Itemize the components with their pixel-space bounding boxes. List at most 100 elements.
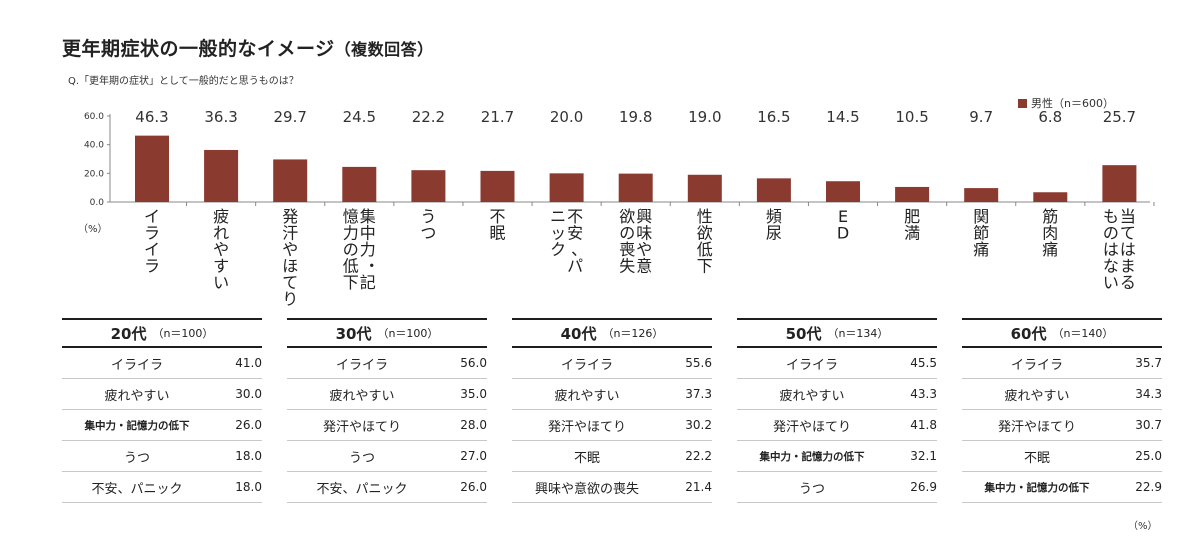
svg-text:力: 力: [360, 240, 376, 259]
table-header: 30代 （n＝100）: [287, 318, 487, 348]
symptom-label: 疲れやすい: [104, 388, 170, 404]
symptom-label: うつ: [798, 481, 825, 497]
svg-text:筋: 筋: [1042, 207, 1058, 226]
age-group-label: 40代: [560, 324, 597, 343]
bar: [964, 188, 999, 202]
table-header: 20代 （n＝100）: [62, 318, 262, 348]
value-label: 22.2: [412, 108, 445, 126]
percent-value: 41.8: [910, 418, 937, 432]
symptom-label: 集中力・記憶力の低下: [759, 450, 865, 463]
svg-text:の: の: [1103, 224, 1119, 243]
symptom-label: 発汗やほてり: [322, 419, 401, 435]
value-label: 9.7: [969, 108, 993, 126]
percent-value: 25.0: [1135, 449, 1162, 463]
symptom-label: うつ: [123, 450, 150, 466]
svg-text:E: E: [838, 207, 848, 226]
svg-text:不: 不: [489, 207, 505, 226]
percent-value: 45.5: [910, 356, 937, 370]
table-unit-label: （%）: [1128, 521, 1158, 532]
percent-value: 26.0: [460, 480, 487, 494]
table-row: 不眠 25.0: [962, 441, 1162, 472]
y-tick-label: 20.0: [84, 169, 104, 179]
svg-text:て: て: [1120, 224, 1136, 243]
svg-text:喪: 喪: [619, 240, 635, 259]
age-group-label: 50代: [785, 324, 822, 343]
symptom-label: 疲れやすい: [1004, 388, 1070, 404]
title-main: 更年期症状の一般的なイメージ: [62, 38, 335, 60]
percent-value: 41.0: [235, 356, 262, 370]
table-row: うつ 26.9: [737, 472, 937, 503]
percent-value: 30.0: [235, 387, 262, 401]
svg-text:不: 不: [567, 207, 583, 226]
table-row: 集中力・記憶力の低下 32.1: [737, 441, 937, 472]
age-table: 20代 （n＝100） イライラ 41.0 疲れやすい 30.0 集中力・記憶力の低下 26.…: [62, 318, 262, 503]
bar: [549, 173, 584, 202]
value-label: 46.3: [135, 108, 168, 126]
table-row: 集中力・記憶力の低下 26.0: [62, 410, 262, 441]
percent-value: 55.6: [685, 356, 712, 370]
svg-text:ラ: ラ: [144, 257, 160, 276]
title-note: （複数回答）: [334, 40, 434, 59]
table-header: 50代 （n＝134）: [737, 318, 937, 348]
bar: [342, 166, 377, 202]
table-row: うつ 18.0: [62, 441, 262, 472]
age-table: 50代 （n＝134） イライラ 45.5 疲れやすい 43.3 発汗やほてり 41.8 集中力…: [737, 318, 937, 503]
value-label: 21.7: [481, 108, 514, 126]
sample-size: （n＝100）: [377, 327, 439, 340]
value-label: 20.0: [550, 108, 583, 126]
percent-value: 26.0: [235, 418, 262, 432]
bar: [1102, 165, 1137, 202]
category-label: 発汗やほてり: [282, 207, 298, 309]
svg-text:や: や: [282, 240, 298, 259]
svg-text:欲: 欲: [619, 207, 635, 226]
svg-text:ラ: ラ: [144, 224, 160, 243]
symptom-label: イライラ: [785, 357, 838, 373]
value-label: 19.8: [619, 108, 652, 126]
age-group-label: 20代: [110, 324, 147, 343]
svg-text:欲: 欲: [697, 224, 713, 243]
percent-value: 56.0: [460, 356, 487, 370]
age-group-label: 60代: [1010, 324, 1047, 343]
percent-value: 18.0: [235, 480, 262, 494]
age-table: 40代 （n＝126） イライラ 55.6 疲れやすい 37.3 発汗やほてり 30.2 不眠 2…: [512, 318, 712, 503]
svg-text:関: 関: [973, 207, 989, 226]
svg-text:下: 下: [697, 257, 713, 276]
bar: [273, 159, 308, 202]
svg-text:パ: パ: [567, 257, 583, 276]
svg-text:、: 、: [571, 240, 587, 259]
svg-text:る: る: [1120, 273, 1136, 292]
table-row: イライラ 56.0: [287, 348, 487, 379]
value-label: 10.5: [895, 108, 928, 126]
symptom-label: イライラ: [560, 357, 613, 373]
svg-text:味: 味: [636, 224, 652, 243]
table-row: 発汗やほてり 41.8: [737, 410, 937, 441]
percent-value: 43.3: [910, 387, 937, 401]
sample-size: （n＝140）: [1052, 327, 1114, 340]
table-row: うつ 27.0: [287, 441, 487, 472]
value-label: 36.3: [204, 108, 237, 126]
percent-value: 28.0: [460, 418, 487, 432]
percent-value: 35.0: [460, 387, 487, 401]
svg-text:痛: 痛: [1042, 240, 1058, 259]
svg-text:肥: 肥: [904, 207, 920, 226]
legend-swatch: [1018, 98, 1027, 108]
category-label: うつ: [420, 207, 436, 243]
symptom-label: 不安、パニック: [91, 481, 183, 497]
table-row: イライラ 35.7: [962, 348, 1162, 379]
svg-text:安: 安: [567, 224, 583, 243]
symptom-label: イライラ: [110, 357, 163, 373]
symptom-label: 疲れやすい: [554, 388, 620, 404]
sample-size: （n＝126）: [602, 327, 664, 340]
table-row: 不眠 22.2: [512, 441, 712, 472]
y-tick-label: 40.0: [84, 141, 104, 151]
svg-text:記: 記: [360, 273, 376, 292]
question-text: Q.「更年期の症状」として一般的だと思うものは？: [68, 76, 299, 87]
category-label: 肥満: [904, 207, 920, 243]
table-row: 興味や意欲の喪失 21.4: [512, 472, 712, 503]
percent-value: 26.9: [910, 480, 937, 494]
bar: [618, 173, 653, 202]
category-label: 疲れやすい: [213, 207, 229, 292]
value-label: 14.5: [826, 108, 859, 126]
